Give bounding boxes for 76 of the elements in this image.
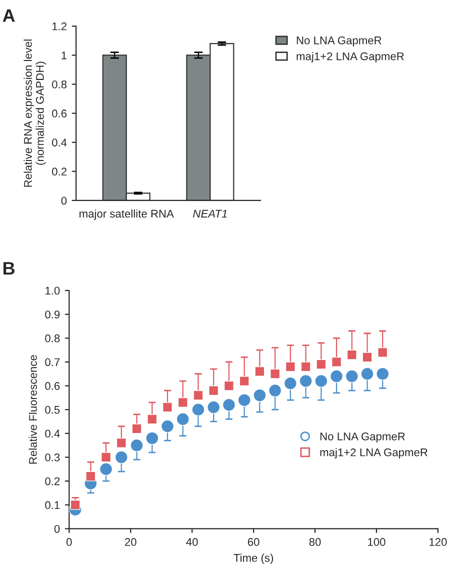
- legend-label: maj1+2 LNA GapmeR: [320, 448, 428, 458]
- point: [299, 374, 312, 388]
- point: [330, 370, 344, 383]
- point: [101, 452, 112, 462]
- point: [116, 438, 126, 448]
- x-tick-label: 20: [124, 538, 136, 546]
- point: [239, 376, 250, 386]
- point: [253, 388, 266, 402]
- point: [285, 362, 296, 372]
- y-axis-title: Relative Fluorescence: [28, 355, 37, 464]
- point: [270, 368, 280, 379]
- legend-label: maj1+2 LNA GapmeR: [296, 52, 404, 62]
- y-tick-label: 0.8: [52, 80, 67, 88]
- point: [224, 380, 234, 391]
- y-tick-label: 0.5: [45, 406, 60, 414]
- point: [130, 438, 144, 452]
- x-tick-label: 40: [186, 538, 198, 546]
- x-tick-label: 120: [430, 538, 447, 546]
- y-tick-label: 0.4: [45, 430, 60, 438]
- y-tick-label: 0.7: [45, 358, 60, 366]
- y-tick-label: 0: [61, 196, 67, 205]
- legend-label: No LNA GapmeR: [296, 36, 382, 47]
- x-tick-label: NEAT1: [193, 210, 227, 218]
- y-tick-label: 0.4: [52, 138, 67, 146]
- point: [345, 370, 358, 383]
- point: [314, 374, 328, 388]
- y-tick-label: 0.8: [45, 334, 60, 342]
- point: [208, 386, 219, 396]
- y-tick-label: 0.2: [52, 168, 66, 176]
- y-tick-label: 0.9: [45, 310, 60, 318]
- point: [284, 376, 297, 390]
- x-tick-label: 60: [248, 538, 260, 546]
- point: [99, 462, 113, 476]
- point: [70, 500, 80, 510]
- x-tick-label: 0: [66, 538, 72, 546]
- point: [332, 356, 342, 367]
- point: [178, 397, 188, 408]
- x-tick-label: 80: [309, 538, 321, 546]
- x-tick-label: 100: [368, 538, 386, 546]
- point: [376, 367, 390, 380]
- point: [254, 366, 265, 376]
- y-tick-label: 0.3: [45, 454, 60, 462]
- point: [238, 394, 251, 407]
- legend-label: No LNA GapmeR: [320, 432, 405, 443]
- y-tick-label: 0.6: [45, 382, 60, 390]
- y-tick-label: 0: [54, 524, 60, 533]
- point: [360, 367, 374, 380]
- y-tick-label: 1.0: [46, 286, 60, 295]
- point: [346, 350, 357, 360]
- chart-title: B: [4, 262, 15, 275]
- chart-title: A: [2, 9, 15, 22]
- point: [268, 384, 282, 398]
- point: [162, 402, 173, 412]
- point: [86, 471, 96, 482]
- point: [176, 412, 190, 426]
- point: [222, 398, 236, 412]
- y-axis-title: Relative RNA expression level (normalized GAPDH): [24, 40, 46, 187]
- point: [378, 347, 388, 358]
- point: [147, 414, 158, 424]
- point: [114, 450, 128, 464]
- point: [300, 362, 311, 372]
- point: [146, 432, 159, 445]
- point: [207, 400, 220, 414]
- x-axis-title: Time (s): [234, 554, 274, 564]
- point: [132, 424, 142, 434]
- point: [316, 359, 326, 370]
- y-tick-label: 0.2: [45, 477, 60, 486]
- point: [193, 390, 204, 400]
- x-tick-label: major satellite RNA: [80, 209, 174, 220]
- y-tick-label: 1: [62, 52, 66, 60]
- y-tick-label: 0.1: [45, 501, 60, 510]
- point: [160, 420, 174, 433]
- y-tick-label: 0.6: [52, 110, 67, 118]
- point: [192, 403, 205, 416]
- y-tick-label: 1.2: [52, 22, 66, 30]
- point: [362, 352, 372, 362]
